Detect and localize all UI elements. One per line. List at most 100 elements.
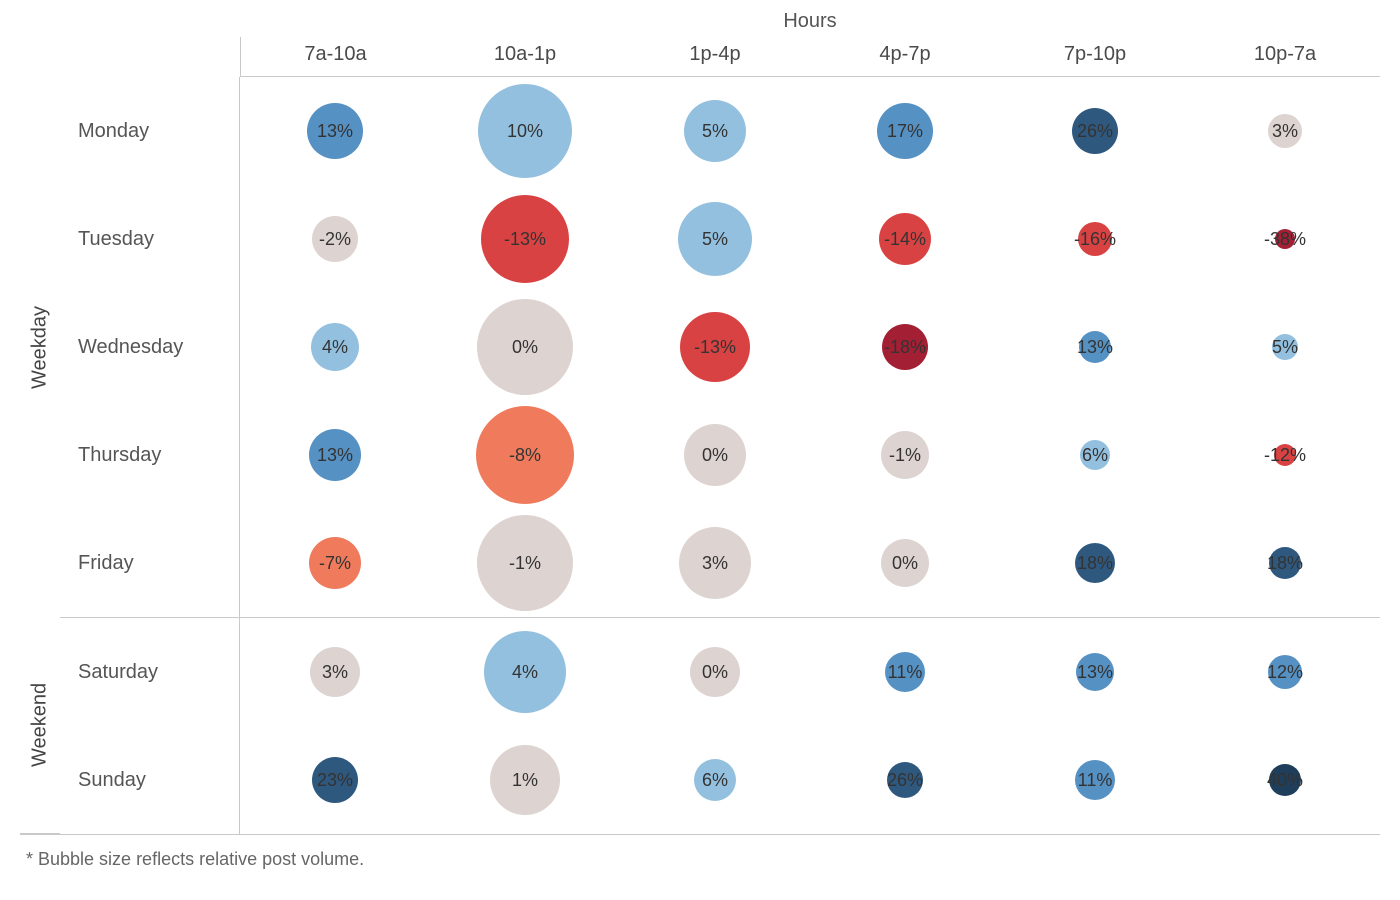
group-label: Weekend	[20, 617, 60, 834]
bubble-cell: 13%	[1000, 617, 1190, 726]
bubble: -1%	[477, 515, 573, 611]
bubble: 26%	[887, 762, 923, 798]
col-header: 1p-4p	[620, 37, 810, 77]
bubble: -38%	[1275, 229, 1295, 249]
bubble: -14%	[879, 213, 931, 265]
bubble: 18%	[1269, 547, 1301, 579]
bubble: 17%	[877, 103, 933, 159]
chart-footnote: * Bubble size reflects relative post vol…	[20, 835, 1380, 870]
bubble-cell: 17%	[810, 77, 1000, 185]
bubble-cell: 23%	[240, 726, 430, 834]
bubble: 4%	[484, 631, 566, 713]
bubble: 10%	[478, 84, 572, 178]
bubble-cell: 18%	[1000, 509, 1190, 617]
bubble: 40%	[1269, 764, 1301, 796]
header-spacer	[60, 37, 240, 77]
bubble-cell: 0%	[810, 509, 1000, 617]
bubble-cell: -8%	[430, 401, 620, 509]
bubble-matrix-chart: Hours 7a-10a10a-1p1p-4p4p-7p7p-10p10p-7a…	[0, 0, 1400, 900]
bubble-cell: -1%	[810, 401, 1000, 509]
col-header: 7p-10p	[1000, 37, 1190, 77]
bubble: 3%	[310, 647, 360, 697]
day-label: Sunday	[60, 726, 240, 834]
bubble: -2%	[312, 216, 358, 262]
bubble-cell: -18%	[810, 293, 1000, 401]
bubble-cell: 10%	[430, 77, 620, 185]
bubble: 6%	[694, 759, 736, 801]
chart-grid: 7a-10a10a-1p1p-4p4p-7p7p-10p10p-7a Weekda…	[20, 37, 1380, 835]
bubble: 12%	[1268, 655, 1302, 689]
bubble-cell: 13%	[240, 77, 430, 185]
bubble-cell: 26%	[810, 726, 1000, 834]
bubble: 18%	[1075, 543, 1115, 583]
bubble-cell: 40%	[1190, 726, 1380, 834]
bubble: 13%	[1079, 331, 1111, 363]
day-label: Thursday	[60, 401, 240, 509]
bubble: 6%	[1080, 440, 1110, 470]
bubble-cell: 13%	[1000, 293, 1190, 401]
day-label: Tuesday	[60, 185, 240, 293]
bubble-cell: -1%	[430, 509, 620, 617]
bubble-cell: -16%	[1000, 185, 1190, 293]
bubble-cell: -12%	[1190, 401, 1380, 509]
bubble: 3%	[679, 527, 751, 599]
col-header: 7a-10a	[240, 37, 430, 77]
hours-axis-title: Hours	[240, 10, 1380, 33]
bubble-cell: 6%	[1000, 401, 1190, 509]
bubble-cell: 3%	[1190, 77, 1380, 185]
bubble: -7%	[309, 537, 361, 589]
bubble: -13%	[481, 195, 569, 283]
bubble-cell: 11%	[810, 617, 1000, 726]
bubble-cell: 18%	[1190, 509, 1380, 617]
bubble-cell: 4%	[240, 293, 430, 401]
bubble-cell: 4%	[430, 617, 620, 726]
bubble-cell: 0%	[620, 401, 810, 509]
bubble: 5%	[684, 100, 746, 162]
bubble: -18%	[882, 324, 928, 370]
bubble: 13%	[1076, 653, 1114, 691]
bubble-cell: -2%	[240, 185, 430, 293]
bubble: -16%	[1078, 222, 1112, 256]
col-header: 4p-7p	[810, 37, 1000, 77]
group-label: Weekday	[20, 77, 60, 617]
bubble-cell: 6%	[620, 726, 810, 834]
bubble: -1%	[881, 431, 929, 479]
bubble: -8%	[476, 406, 574, 504]
bubble: 1%	[490, 745, 560, 815]
bubble-cell: 1%	[430, 726, 620, 834]
bubble: 11%	[1075, 760, 1115, 800]
bubble-cell: -14%	[810, 185, 1000, 293]
bubble-cell: 12%	[1190, 617, 1380, 726]
bubble: 4%	[311, 323, 359, 371]
day-label: Saturday	[60, 617, 240, 726]
bubble: 0%	[881, 539, 929, 587]
bubble: 0%	[690, 647, 740, 697]
bubble-cell: 3%	[240, 617, 430, 726]
bubble-cell: 26%	[1000, 77, 1190, 185]
bubble: 11%	[885, 652, 925, 692]
bubble: -12%	[1274, 444, 1296, 466]
bubble-cell: 0%	[620, 617, 810, 726]
bubble: 3%	[1268, 114, 1302, 148]
day-label: Wednesday	[60, 293, 240, 401]
col-header: 10p-7a	[1190, 37, 1380, 77]
bubble: 13%	[309, 429, 361, 481]
bubble: 5%	[1272, 334, 1298, 360]
bubble: 23%	[312, 757, 358, 803]
bubble: -13%	[680, 312, 750, 382]
bubble: 0%	[684, 424, 746, 486]
header-spacer	[20, 37, 60, 77]
bubble-cell: 5%	[620, 185, 810, 293]
bubble: 13%	[307, 103, 363, 159]
col-header: 10a-1p	[430, 37, 620, 77]
day-label: Friday	[60, 509, 240, 617]
day-label: Monday	[60, 77, 240, 185]
bubble-cell: -7%	[240, 509, 430, 617]
bubble: 26%	[1072, 108, 1118, 154]
bubble-cell: -13%	[430, 185, 620, 293]
bubble-cell: 0%	[430, 293, 620, 401]
bubble-cell: 5%	[1190, 293, 1380, 401]
bubble: 0%	[477, 299, 573, 395]
bubble-cell: 5%	[620, 77, 810, 185]
bubble-cell: -38%	[1190, 185, 1380, 293]
